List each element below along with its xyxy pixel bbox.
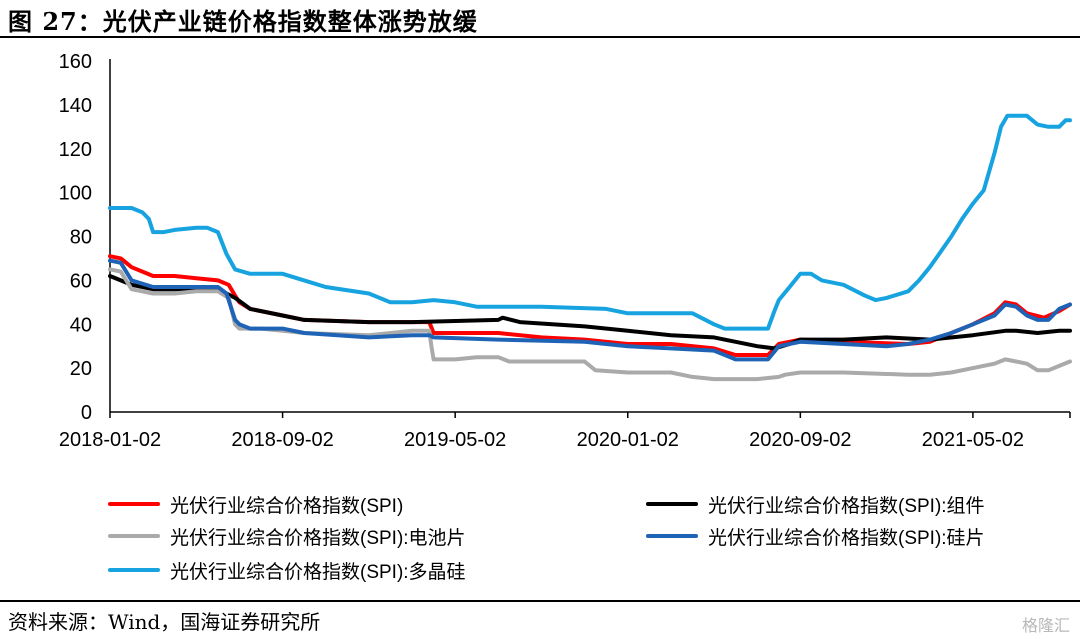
y-tick-label: 100 — [59, 183, 92, 205]
chart-title: 图 27：光伏产业链价格指数整体涨势放缓 — [8, 7, 478, 36]
legend-item-spi: 光伏行业综合价格指数(SPI) — [108, 489, 403, 519]
series-line-polysilicon — [108, 113, 1072, 331]
legend-label-module: 光伏行业综合价格指数(SPI):组件 — [708, 495, 985, 517]
x-tick-label: 2020-09-02 — [749, 429, 851, 451]
legend-swatch-polysilicon — [108, 568, 160, 572]
source-note: 资料来源：Wind，国海证券研究所 — [8, 610, 321, 634]
source-divider — [0, 600, 1080, 602]
y-tick-label: 0 — [81, 402, 92, 424]
y-axis: 0 20 40 60 80 100 120 140 160 — [59, 51, 111, 424]
legend-item-polysilicon: 光伏行业综合价格指数(SPI):多晶硅 — [108, 555, 466, 585]
y-tick-label: 20 — [70, 358, 92, 380]
legend-swatch-cell — [108, 534, 160, 538]
legend-swatch-spi — [108, 502, 160, 506]
x-tick-label: 2021-05-02 — [922, 429, 1024, 451]
y-tick-label: 120 — [59, 139, 92, 161]
y-tick-label: 40 — [70, 314, 92, 336]
x-tick-label: 2020-01-02 — [577, 429, 679, 451]
line-chart: 0 20 40 60 80 100 120 140 160 2018-01-02 2018-09-… — [59, 51, 1072, 451]
title-divider — [0, 36, 1080, 38]
legend-item-cell: 光伏行业综合价格指数(SPI):电池片 — [108, 521, 466, 551]
x-tick-label: 2018-01-02 — [59, 429, 161, 451]
x-tick-label: 2019-05-02 — [404, 429, 506, 451]
legend-swatch-module — [646, 502, 698, 506]
series-line-module — [108, 274, 1072, 351]
legend-item-wafer: 光伏行业综合价格指数(SPI):硅片 — [646, 521, 985, 551]
series-line-wafer — [108, 258, 1072, 362]
legend-item-module: 光伏行业综合价格指数(SPI):组件 — [646, 489, 985, 519]
watermark: 格隆汇 — [1021, 616, 1070, 635]
series-lines — [108, 113, 1072, 382]
x-axis: 2018-01-02 2018-09-02 2019-05-02 2020-01-02… — [59, 411, 1071, 451]
x-tick-label: 2018-09-02 — [231, 429, 333, 451]
legend-swatch-wafer — [646, 534, 698, 538]
y-tick-label: 160 — [59, 51, 92, 73]
legend-label-wafer: 光伏行业综合价格指数(SPI):硅片 — [708, 527, 985, 549]
legend-label-spi: 光伏行业综合价格指数(SPI) — [170, 495, 404, 517]
legend-label-polysilicon: 光伏行业综合价格指数(SPI):多晶硅 — [170, 561, 466, 583]
y-tick-label: 60 — [70, 270, 92, 292]
y-tick-label: 140 — [59, 95, 92, 117]
series-line-cell — [108, 267, 1072, 382]
y-tick-label: 80 — [70, 227, 92, 249]
legend-label-cell: 光伏行业综合价格指数(SPI):电池片 — [170, 527, 466, 549]
